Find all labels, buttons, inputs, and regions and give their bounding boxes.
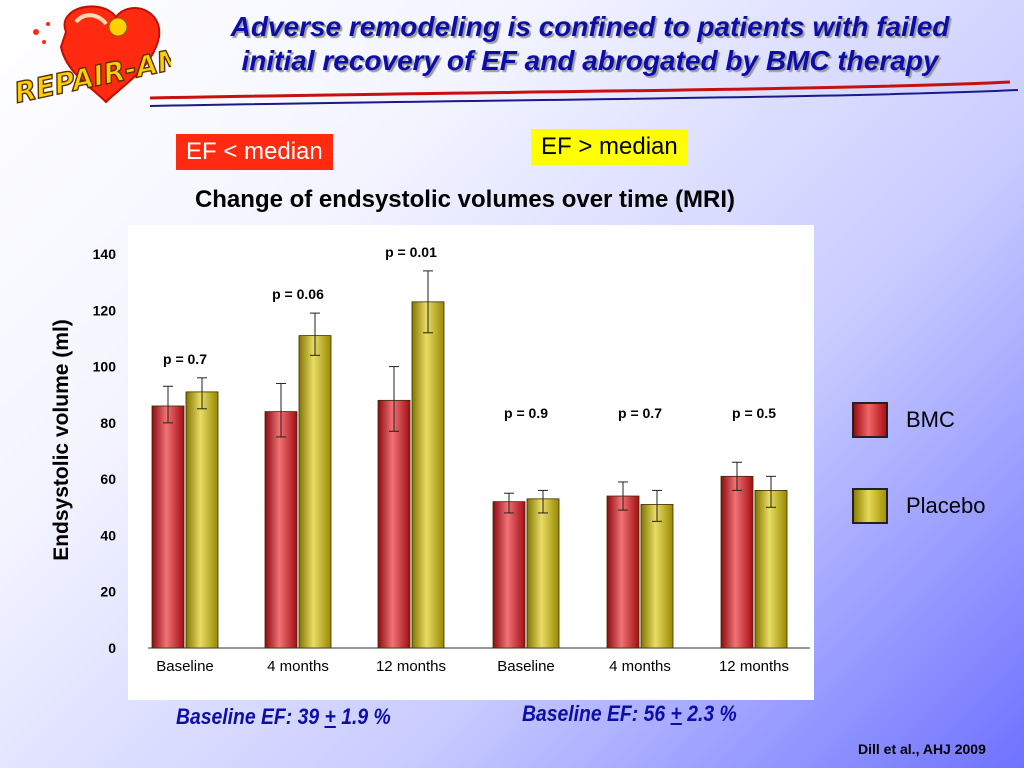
legend-label-placebo: Placebo xyxy=(906,493,986,518)
y-tick-label: 0 xyxy=(108,640,116,656)
y-tick-label: 80 xyxy=(100,415,116,431)
repair-ami-logo: REPAIR-AMI xyxy=(11,5,171,107)
p-value-label: p = 0.9 xyxy=(504,405,548,421)
title-underline-swoosh xyxy=(150,80,1019,107)
ef-above-median-label: EF > median xyxy=(531,129,688,165)
y-tick-label: 60 xyxy=(100,471,116,487)
legend-item-bmc: BMC xyxy=(852,402,955,438)
p-value-label: p = 0.7 xyxy=(618,405,662,421)
y-axis-title: Endsystolic volume (ml) xyxy=(50,319,73,561)
bar-bmc xyxy=(720,475,754,649)
bar-bmc xyxy=(492,501,526,649)
chart-title: Change of endsystolic volumes over time … xyxy=(194,186,736,213)
baseline-ef-high-suffix: 2.3 % xyxy=(681,701,737,726)
bar-bmc xyxy=(264,411,298,649)
baseline-ef-low-pm: + xyxy=(324,704,336,729)
x-tick-label: 12 months xyxy=(719,658,789,675)
bar-bmc xyxy=(151,405,185,649)
y-tick-label: 100 xyxy=(93,359,117,375)
p-value-label: p = 0.7 xyxy=(163,351,207,367)
baseline-ef-low: Baseline EF: 39 + 1.9 % xyxy=(176,704,391,730)
legend-swatch-bmc xyxy=(852,402,888,438)
citation: Dill et al., AHJ 2009 xyxy=(858,741,986,757)
p-value-label: p = 0.06 xyxy=(272,286,324,302)
legend-item-placebo: Placebo xyxy=(852,488,986,524)
x-tick-label: Baseline xyxy=(156,658,214,675)
y-tick-label: 40 xyxy=(100,527,116,543)
p-value-label: p = 0.01 xyxy=(385,244,437,260)
x-tick-label: Baseline xyxy=(497,658,555,675)
baseline-ef-high-prefix: Baseline EF: 56 xyxy=(522,701,671,726)
y-tick-label: 120 xyxy=(93,302,117,318)
x-tick-label: 4 months xyxy=(267,658,329,675)
bar-bmc xyxy=(606,495,640,649)
bar-placebo xyxy=(640,504,674,649)
slide-title-line-2: initial recovery of EF and abrogated by … xyxy=(241,45,939,76)
bar-placebo xyxy=(411,301,445,649)
y-tick-label: 20 xyxy=(100,584,116,600)
legend-label-bmc: BMC xyxy=(906,407,955,432)
p-value-label: p = 0.5 xyxy=(732,405,776,421)
baseline-ef-low-suffix: 1.9 % xyxy=(335,704,391,729)
slide-title-line-1: Adverse remodeling is confined to patien… xyxy=(230,11,950,42)
p-value-box xyxy=(724,402,784,423)
baseline-ef-low-prefix: Baseline EF: 39 xyxy=(176,704,325,729)
x-tick-label: 12 months xyxy=(376,658,446,675)
bar-placebo xyxy=(298,335,332,649)
y-tick-label: 140 xyxy=(93,246,117,262)
baseline-ef-high-pm: + xyxy=(670,701,682,726)
bar-placebo xyxy=(754,489,788,649)
ef-below-median-label: EF < median xyxy=(176,134,333,170)
baseline-ef-high: Baseline EF: 56 + 2.3 % xyxy=(522,701,737,727)
p-value-box xyxy=(610,402,670,423)
slide-title: Adverse remodeling is confined to patien… xyxy=(175,10,1005,78)
bar-placebo xyxy=(185,391,219,649)
x-tick-label: 4 months xyxy=(609,658,671,675)
p-value-box xyxy=(496,402,556,423)
legend-swatch-placebo xyxy=(852,488,888,524)
bar-placebo xyxy=(526,498,560,649)
category-axis-strip xyxy=(128,648,814,700)
bar-bmc xyxy=(377,399,411,649)
